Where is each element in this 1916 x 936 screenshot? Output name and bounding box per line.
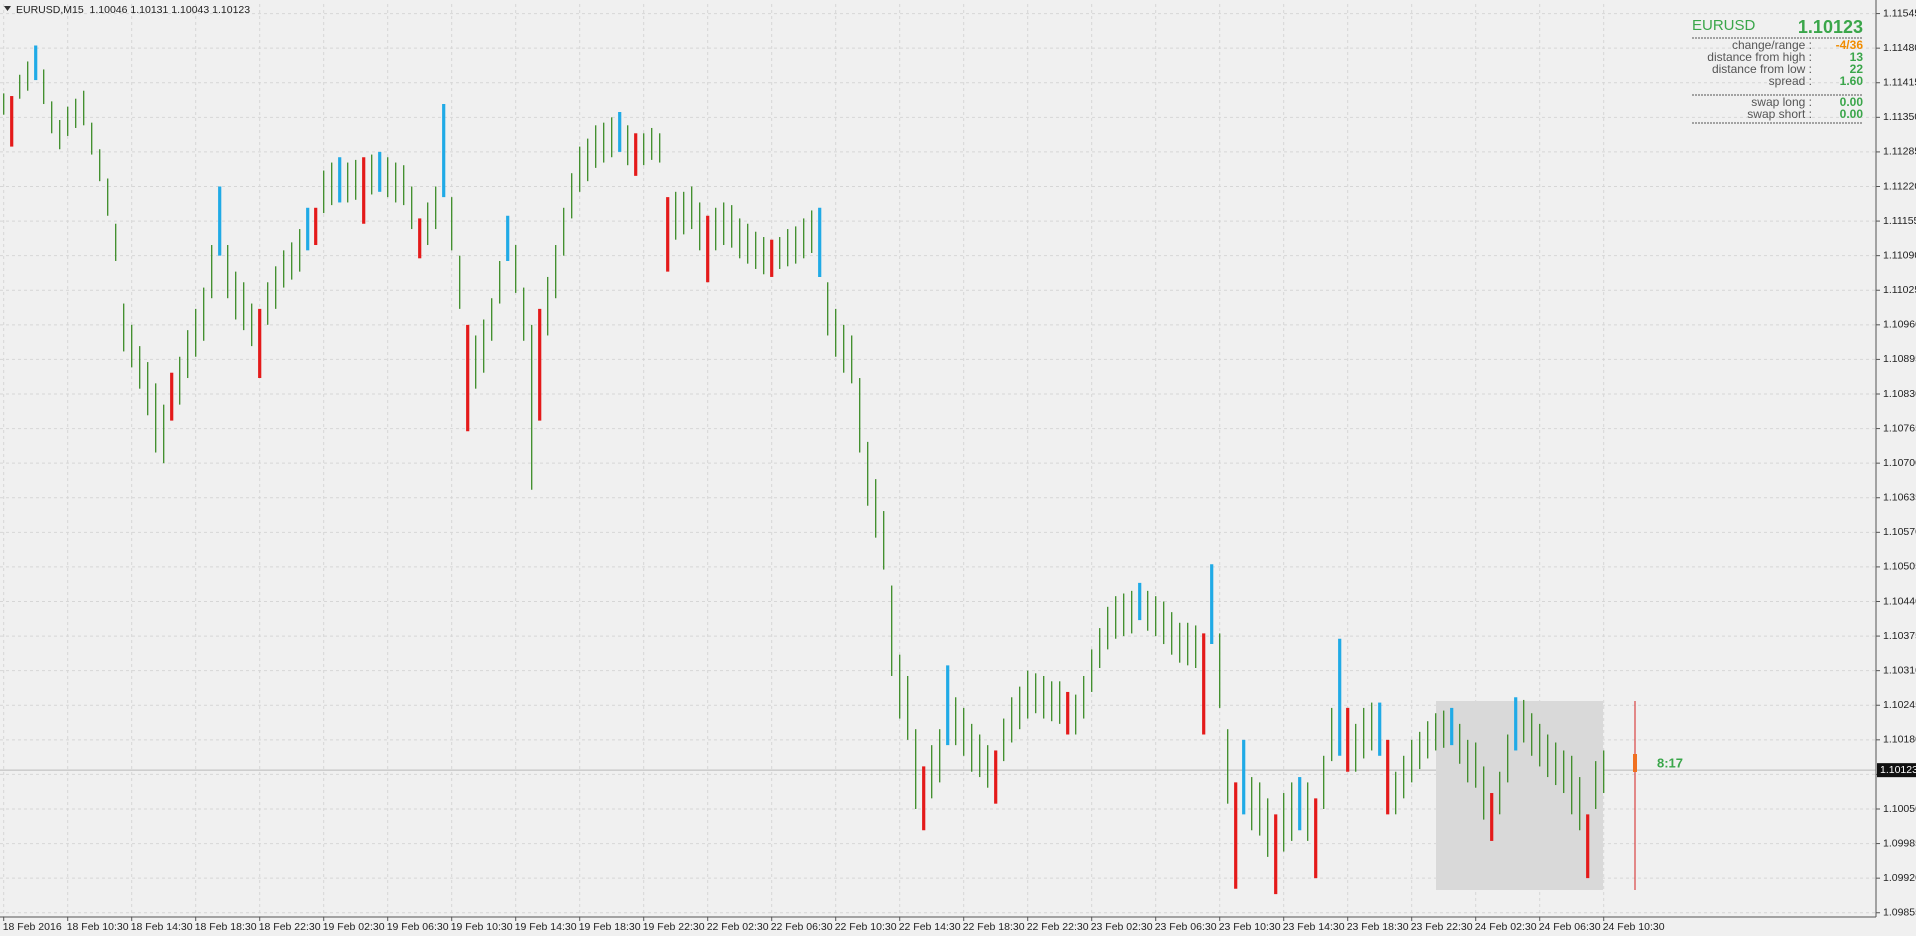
y-tick-label: 1.11545 xyxy=(1883,7,1916,19)
x-tick-label: 22 Feb 22:30 xyxy=(1027,921,1089,933)
y-tick-label: 1.10180 xyxy=(1883,734,1916,746)
x-tick-label: 18 Feb 14:30 xyxy=(131,921,193,933)
y-tick-label: 1.10765 xyxy=(1883,422,1916,434)
last-price-box xyxy=(1877,763,1916,778)
grid xyxy=(0,4,1876,917)
y-tick-label: 1.10635 xyxy=(1883,492,1916,504)
y-tick-label: 1.10375 xyxy=(1883,630,1916,642)
x-tick-label: 18 Feb 18:30 xyxy=(195,921,257,933)
title-arrow xyxy=(4,6,11,11)
panel-value: 22 xyxy=(1850,62,1864,76)
last-price-label: 1.10123 xyxy=(1880,764,1916,776)
chart-title: EURUSD,M15 1.10046 1.10131 1.10043 1.101… xyxy=(16,4,250,16)
panel-label: distance from high : xyxy=(1707,50,1812,64)
y-tick-label: 1.10895 xyxy=(1883,353,1916,365)
y-tick-label: 1.11155 xyxy=(1883,215,1916,227)
x-tick-label: 19 Feb 22:30 xyxy=(643,921,705,933)
timer: 8:17 xyxy=(1657,755,1683,770)
y-tick-label: 1.11480 xyxy=(1883,42,1916,54)
y-tick-label: 1.10310 xyxy=(1883,664,1916,676)
y-tick-label: 1.09920 xyxy=(1883,872,1916,884)
y-tick-label: 1.11415 xyxy=(1883,77,1916,89)
y-tick-label: 1.09855 xyxy=(1883,907,1916,919)
y-tick-label: 1.10050 xyxy=(1883,803,1916,815)
panel-value: 13 xyxy=(1850,50,1864,64)
x-tick-label: 18 Feb 22:30 xyxy=(259,921,321,933)
info-panel: EURUSD 1.10123 change/range : -4/36 distan… xyxy=(1692,17,1863,124)
panel-symbol: EURUSD xyxy=(1692,17,1756,34)
panel-label: spread : xyxy=(1769,74,1812,88)
y-tick-label: 1.11220 xyxy=(1883,180,1916,192)
y-tick-label: 1.10440 xyxy=(1883,595,1916,607)
y-tick-label: 1.11090 xyxy=(1883,249,1916,261)
y-tick-label: 1.10570 xyxy=(1883,526,1916,538)
panel-value: 0.00 xyxy=(1840,95,1864,109)
x-tick-label: 24 Feb 10:30 xyxy=(1603,921,1665,933)
axes: 1.11545 1.11480 1.11415 1.11350 1.11285 1.112… xyxy=(3,7,1916,933)
x-tick-label: 24 Feb 06:30 xyxy=(1539,921,1601,933)
x-tick-label: 22 Feb 18:30 xyxy=(963,921,1025,933)
y-tick-label: 1.10830 xyxy=(1883,388,1916,400)
x-tick-label: 18 Feb 10:30 xyxy=(67,921,129,933)
y-tick-label: 1.10245 xyxy=(1883,699,1916,711)
panel-value: 1.60 xyxy=(1840,74,1864,88)
x-tick-label: 19 Feb 10:30 xyxy=(451,921,513,933)
bars xyxy=(3,45,1605,895)
x-tick-label: 22 Feb 02:30 xyxy=(707,921,769,933)
y-tick-label: 1.10960 xyxy=(1883,319,1916,331)
x-tick-label: 23 Feb 02:30 xyxy=(1091,921,1153,933)
x-tick-label: 19 Feb 02:30 xyxy=(323,921,385,933)
y-tick-label: 1.11350 xyxy=(1883,111,1916,123)
panel-price: 1.10123 xyxy=(1798,17,1863,37)
y-tick-label: 1.09985 xyxy=(1883,837,1916,849)
panel-rows: change/range : -4/36 distance from high : 1… xyxy=(1707,38,1863,121)
session-box xyxy=(1436,701,1603,890)
x-tick-label: 19 Feb 14:30 xyxy=(515,921,577,933)
x-tick-label: 19 Feb 06:30 xyxy=(387,921,449,933)
x-tick-label: 22 Feb 14:30 xyxy=(899,921,961,933)
x-tick-label: 24 Feb 02:30 xyxy=(1475,921,1537,933)
panel-value: 0.00 xyxy=(1840,107,1864,121)
x-tick-label: 23 Feb 14:30 xyxy=(1283,921,1345,933)
x-tick-label: 22 Feb 06:30 xyxy=(771,921,833,933)
x-tick-label: 23 Feb 18:30 xyxy=(1347,921,1409,933)
x-tick-label: 23 Feb 06:30 xyxy=(1155,921,1217,933)
x-tick-label: 23 Feb 22:30 xyxy=(1411,921,1473,933)
panel-label: distance from low : xyxy=(1712,62,1812,76)
panel-label: change/range : xyxy=(1732,38,1812,52)
panel-label: swap short : xyxy=(1747,107,1812,121)
y-tick-label: 1.10700 xyxy=(1883,457,1916,469)
panel-label: swap long : xyxy=(1751,95,1812,109)
timer-marker xyxy=(1633,754,1637,772)
x-tick-label: 19 Feb 18:30 xyxy=(579,921,641,933)
y-tick-label: 1.11025 xyxy=(1883,284,1916,296)
x-tick-label: 22 Feb 10:30 xyxy=(835,921,897,933)
y-tick-label: 1.11285 xyxy=(1883,146,1916,158)
x-tick-label: 23 Feb 10:30 xyxy=(1219,921,1281,933)
x-tick-label: 18 Feb 2016 xyxy=(3,921,62,933)
panel-value: -4/36 xyxy=(1836,38,1864,52)
y-tick-label: 1.10505 xyxy=(1883,561,1916,573)
